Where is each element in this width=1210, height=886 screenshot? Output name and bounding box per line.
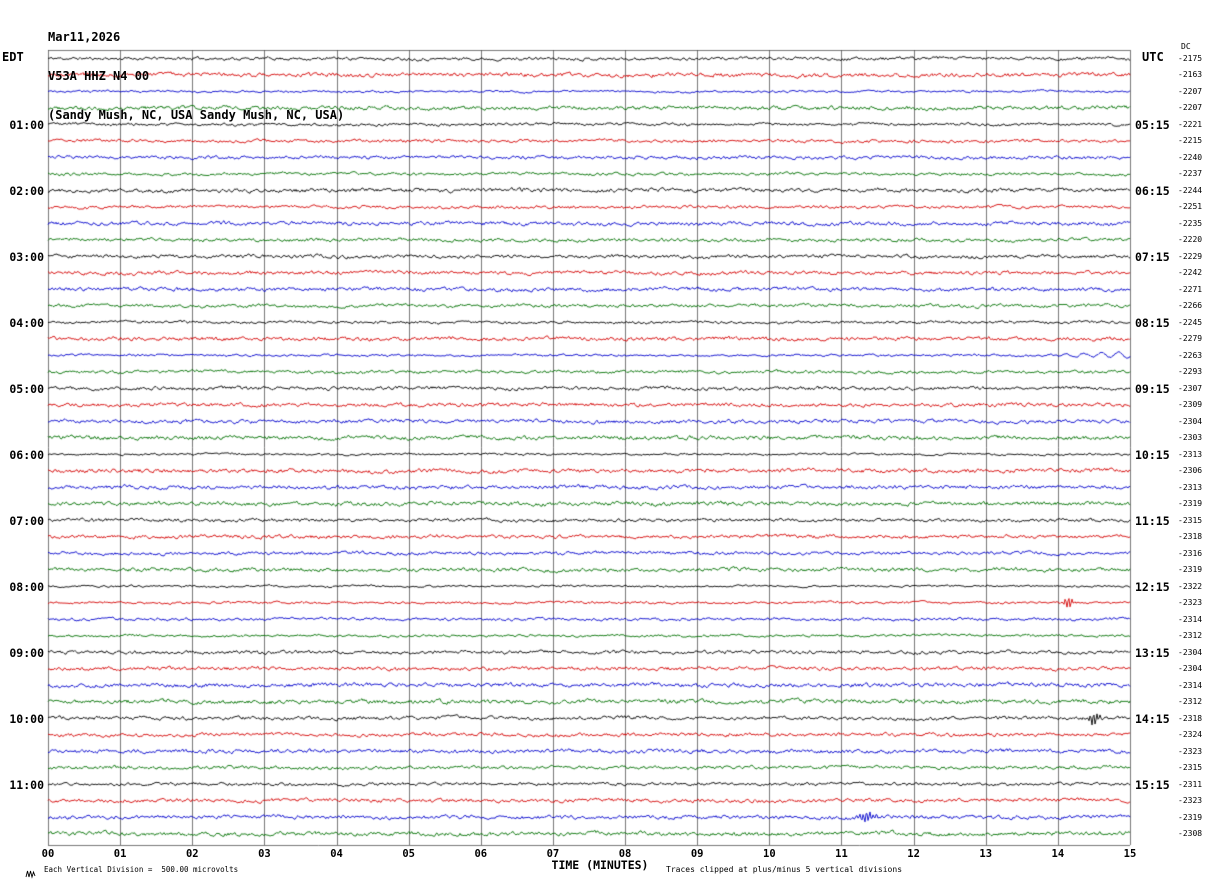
dc-value: -2314 <box>1178 680 1203 690</box>
dc-value: -2313 <box>1178 449 1203 459</box>
right-time-label: 13:15 <box>1135 645 1170 660</box>
left-time-label: 06:00 <box>9 447 44 462</box>
footer-scale-note: Each Vertical Division = 500.00 microvol… <box>44 865 239 874</box>
dc-value: -2207 <box>1178 86 1203 96</box>
right-time-label: 11:15 <box>1135 513 1170 528</box>
dc-value: -2318 <box>1178 713 1203 723</box>
right-time-label: 15:15 <box>1135 777 1170 792</box>
dc-value: -2175 <box>1178 54 1203 63</box>
dc-value: -2318 <box>1178 532 1203 542</box>
dc-value: -2324 <box>1178 730 1203 740</box>
dc-column-label: DC <box>1181 42 1191 51</box>
dc-value: -2237 <box>1178 169 1203 179</box>
x-tick-label: 00 <box>41 848 55 860</box>
x-tick-label: 02 <box>185 848 199 860</box>
right-time-label: 09:15 <box>1135 381 1170 396</box>
right-time-label: 10:15 <box>1135 447 1170 462</box>
right-time-label: 06:15 <box>1135 183 1170 198</box>
dc-value: -2304 <box>1178 416 1203 426</box>
dc-value: -2315 <box>1178 763 1203 773</box>
squiggle-icon <box>25 864 41 883</box>
x-tick-label: 03 <box>258 848 271 860</box>
left-time-label: 11:00 <box>9 777 44 792</box>
dc-value: -2163 <box>1178 70 1203 80</box>
dc-value: -2266 <box>1178 301 1203 311</box>
dc-value: -2229 <box>1178 251 1203 261</box>
dc-value: -2303 <box>1178 433 1203 443</box>
header-station: V53A HHZ N4 00 <box>48 69 150 83</box>
dc-value: -2309 <box>1178 400 1203 410</box>
x-tick-label: 01 <box>113 848 127 860</box>
dc-value: -2306 <box>1178 466 1203 476</box>
left-time-label: 08:00 <box>9 579 44 594</box>
dc-value: -2319 <box>1178 499 1203 509</box>
left-time-label: 09:00 <box>9 645 44 660</box>
dc-value: -2251 <box>1178 202 1203 212</box>
x-tick-label: 10 <box>763 848 776 860</box>
x-tick-label: 04 <box>330 848 343 860</box>
dc-value: -2312 <box>1178 697 1203 707</box>
dc-value: -2263 <box>1178 350 1203 360</box>
dc-value: -2323 <box>1178 746 1203 756</box>
right-axis-label: UTC <box>1142 50 1164 64</box>
x-tick-label: 07 <box>546 848 560 860</box>
dc-value: -2323 <box>1178 796 1203 806</box>
dc-value: -2316 <box>1178 548 1203 558</box>
x-tick-label: 08 <box>618 848 632 860</box>
x-tick-label: 13 <box>979 848 993 860</box>
dc-value: -2235 <box>1178 218 1203 228</box>
right-time-label: 07:15 <box>1135 249 1170 264</box>
dc-value: -2311 <box>1178 779 1203 789</box>
dc-value: -2207 <box>1178 103 1203 113</box>
dc-value: -2279 <box>1178 334 1203 344</box>
x-tick-label: 05 <box>402 848 415 860</box>
x-tick-label: 06 <box>474 848 488 860</box>
dc-value: -2293 <box>1178 367 1203 377</box>
dc-value: -2315 <box>1178 515 1203 525</box>
left-time-label: 07:00 <box>9 513 44 528</box>
left-time-label: 01:00 <box>9 117 44 132</box>
dc-value: -2314 <box>1178 614 1203 624</box>
right-time-label: 08:15 <box>1135 315 1170 330</box>
dc-value: -2215 <box>1178 136 1203 146</box>
x-tick-label: 12 <box>907 848 920 860</box>
left-time-label: 02:00 <box>9 183 44 198</box>
left-axis-label: EDT <box>2 50 24 64</box>
right-time-label: 05:15 <box>1135 117 1170 132</box>
dc-value: -2220 <box>1178 235 1203 245</box>
header-location: (Sandy Mush, NC, USA Sandy Mush, NC, USA… <box>48 108 345 122</box>
dc-value: -2312 <box>1178 631 1203 641</box>
left-time-label: 05:00 <box>9 381 44 396</box>
x-tick-label: 11 <box>835 848 848 860</box>
x-tick-label: 09 <box>690 848 704 860</box>
dc-value: -2221 <box>1178 119 1203 129</box>
x-tick-label: 15 <box>1123 848 1137 860</box>
dc-value: -2304 <box>1178 664 1203 674</box>
dc-value: -2245 <box>1178 317 1203 327</box>
dc-value: -2242 <box>1178 268 1203 278</box>
dc-value: -2322 <box>1178 581 1203 591</box>
left-time-label: 10:00 <box>9 711 44 726</box>
left-time-label: 04:00 <box>9 315 44 330</box>
header-date: Mar11,2026 <box>48 30 121 44</box>
dc-value: -2304 <box>1178 647 1203 657</box>
dc-value: -2313 <box>1178 482 1203 492</box>
left-time-label: 03:00 <box>9 249 44 264</box>
dc-value: -2271 <box>1178 284 1203 294</box>
dc-value: -2307 <box>1178 383 1203 393</box>
dc-value: -2323 <box>1178 598 1203 608</box>
dc-value: -2240 <box>1178 152 1203 162</box>
dc-value: -2319 <box>1178 565 1203 575</box>
x-tick-label: 14 <box>1051 848 1065 860</box>
dc-value: -2244 <box>1178 185 1203 195</box>
footer-clip-note: Traces clipped at plus/minus 5 vertical … <box>666 865 903 874</box>
dc-value: -2319 <box>1178 812 1203 822</box>
right-time-label: 12:15 <box>1135 579 1170 594</box>
right-time-label: 14:15 <box>1135 711 1170 726</box>
x-axis-title: TIME (MINUTES) <box>551 858 649 872</box>
dc-value: -2308 <box>1178 829 1203 839</box>
plot-header: Mar11,2026 V53A HHZ N4 00 (Sandy Mush, N… <box>48 5 344 148</box>
